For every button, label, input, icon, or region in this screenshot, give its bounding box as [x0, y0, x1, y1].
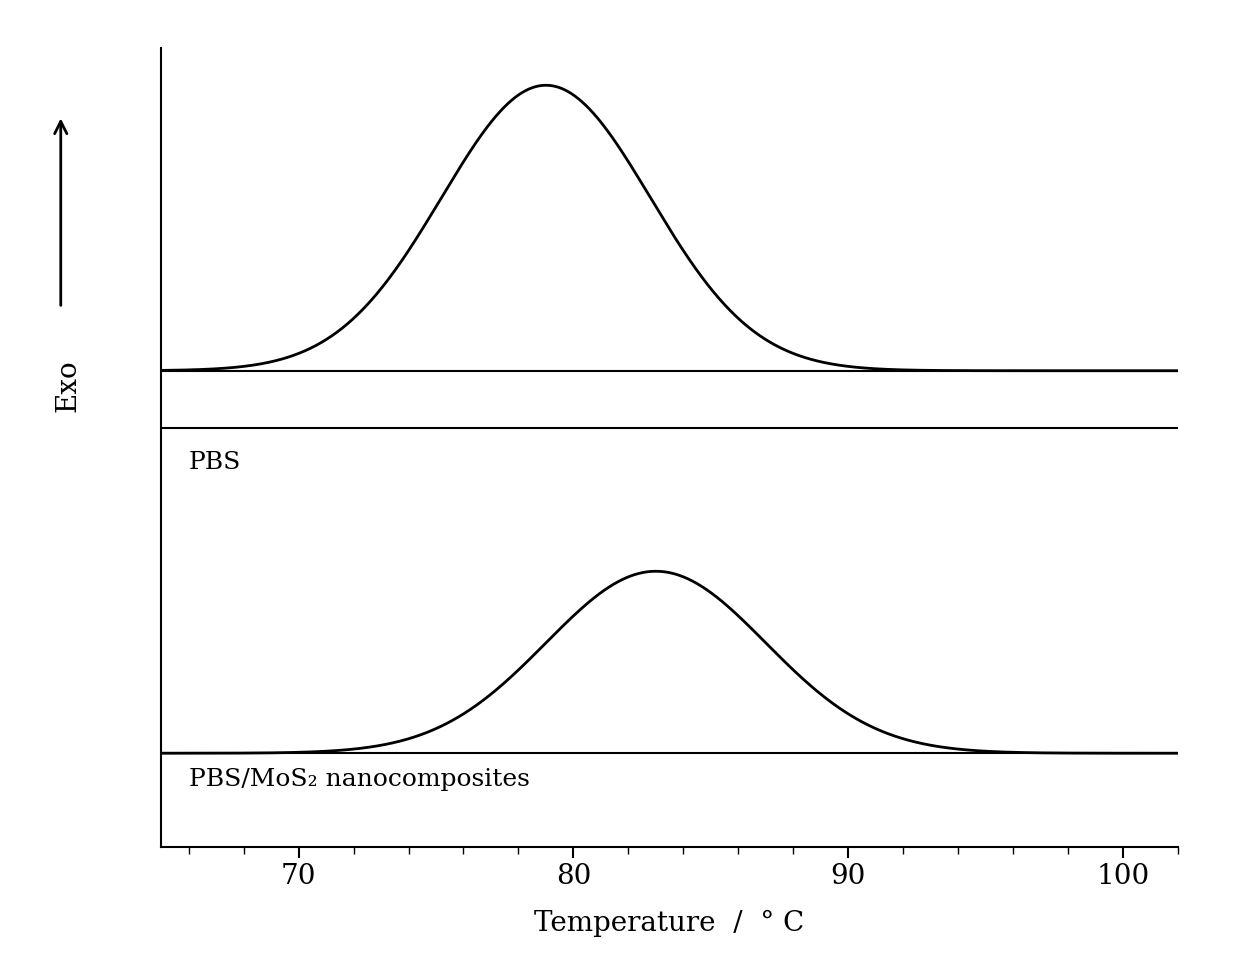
Text: PBS/MoS₂ nanocomposites: PBS/MoS₂ nanocomposites — [188, 768, 529, 791]
Text: PBS: PBS — [188, 451, 241, 474]
X-axis label: Temperature  /  ° C: Temperature / ° C — [534, 910, 805, 937]
Text: Exo: Exo — [55, 359, 82, 411]
